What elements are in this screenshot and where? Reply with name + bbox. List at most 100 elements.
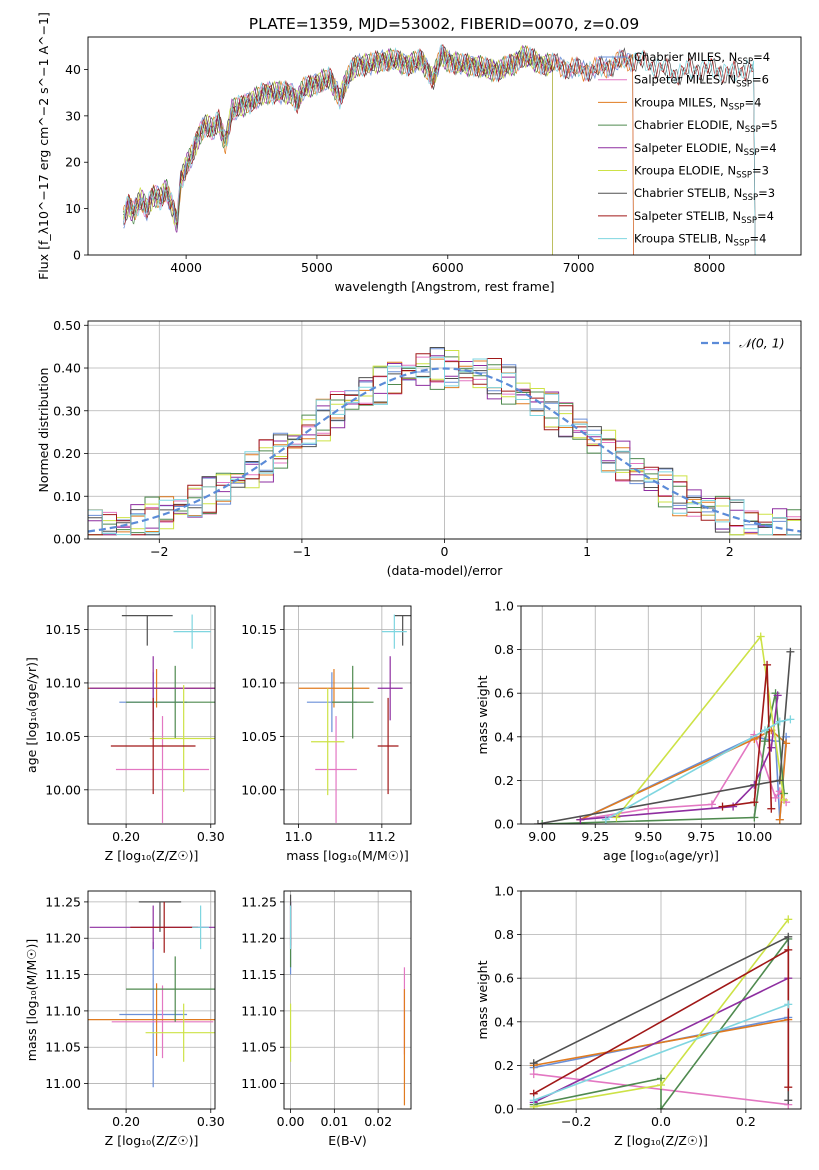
figure-title: PLATE=1359, MJD=53002, FIBERID=0070, z=0… [249, 15, 639, 33]
x-tick-label: 1 [583, 544, 591, 559]
errorbar-point [381, 614, 407, 649]
errorbar-point [377, 697, 399, 795]
weight-marker [775, 815, 784, 824]
errorbar-point [130, 901, 199, 953]
weight-marker [784, 1083, 793, 1092]
weight-marker [784, 1000, 793, 1009]
plot-area [533, 632, 795, 824]
axes: −0.2 0.0 0.2 0.0 0.2 0.4 0.6 0.8 1.0 Z [log₁₀(Z/Z… [475, 884, 802, 1148]
errorbar-point [145, 1003, 215, 1062]
grid [88, 606, 215, 824]
y-tick-label: 0.4 [494, 1014, 514, 1029]
y-tick-label: 40 [65, 62, 81, 77]
y-axis-label: age [log₁₀(age/yr)] [24, 657, 39, 773]
legend-entry: Salpeter STELIB, NSSP=4 [634, 209, 774, 226]
x-tick-label: −1 [293, 544, 311, 559]
y-axis-label: mass weight [475, 675, 490, 754]
weight-marker [533, 820, 542, 824]
weight-marker [784, 932, 793, 941]
errorbar-point [173, 614, 211, 649]
panel-mass_vs_Z: 0.20 0.30 11.00 11.05 11.10 11.15 11.20 11.25 Z … [24, 890, 225, 1148]
y-tick-label: 0.6 [494, 686, 514, 701]
y-tick-label: 11.20 [45, 931, 81, 946]
weight-marker [718, 802, 727, 811]
spectrum-line [123, 45, 634, 255]
weight-marker [771, 793, 780, 802]
errorbar-point [315, 716, 357, 823]
errorbar-point [88, 983, 215, 1056]
axes: 0.00 0.01 0.02 11.00 11.05 11.10 11.15 11.20 11.… [241, 890, 412, 1148]
weight-marker [750, 798, 759, 807]
y-tick-label: 10.00 [45, 782, 81, 797]
plot-area [122, 43, 756, 255]
errorbar-point [377, 656, 403, 721]
y-tick-label: 0.00 [53, 532, 81, 547]
y-tick-label: 0.2 [494, 773, 514, 788]
errorbar-point [394, 615, 411, 646]
x-tick-label: 11.0 [285, 829, 313, 844]
x-tick-label: 8000 [694, 260, 726, 275]
axes-frame [283, 890, 412, 1110]
errorbar-point [110, 697, 196, 795]
x-axis-label: Z [log₁₀(Z/Z☉)] [105, 848, 199, 863]
x-axis-label: wavelength [Angstrom, rest frame] [334, 279, 554, 294]
axes-frame [87, 36, 802, 256]
histogram-series [88, 356, 801, 539]
x-tick-label: 11.2 [368, 829, 396, 844]
y-tick-label: 0.50 [53, 318, 81, 333]
y-tick-label: 11.05 [45, 1040, 81, 1055]
y-tick-label: 11.15 [241, 967, 277, 982]
legend-entry: Chabrier STELIB, NSSP=3 [634, 186, 775, 203]
weight-marker [657, 1081, 665, 1090]
panel-spectrum: 4000 5000 6000 7000 8000 0 10 20 30 40 wavelength … [36, 12, 802, 294]
x-tick-label: −2 [150, 544, 168, 559]
y-tick-label: 0.6 [494, 971, 514, 986]
weight-marker [784, 1096, 793, 1105]
weight-series-line [605, 718, 791, 821]
weight-series-line [533, 938, 789, 1109]
errorbar-point [115, 716, 210, 823]
panel-mass_vs_ebv: 0.00 0.01 0.02 11.00 11.05 11.10 11.15 11.20 11.… [241, 890, 412, 1148]
weight-marker [784, 945, 793, 954]
weight-marker [729, 802, 738, 811]
weight-marker [538, 820, 547, 824]
y-tick-label: 10.15 [45, 622, 81, 637]
x-tick-label: 10.00 [736, 829, 772, 844]
axes-frame [87, 890, 216, 1110]
y-tick-label: 10.05 [45, 729, 81, 744]
y-tick-label: 10.15 [241, 622, 277, 637]
x-axis-label: age [log₁₀(age/yr)] [603, 848, 719, 863]
y-tick-label: 10.00 [241, 782, 277, 797]
errorbar-point [126, 956, 215, 1022]
legend-entry: Kroupa STELIB, NSSP=4 [634, 232, 766, 249]
weight-marker [760, 726, 769, 735]
weight-marker [767, 743, 776, 752]
y-tick-label: 10 [65, 201, 81, 216]
errorbar-point [298, 669, 370, 708]
x-tick-label: 5000 [301, 260, 333, 275]
axes: 0.20 0.30 11.00 11.05 11.10 11.15 11.20 11.25 Z … [24, 890, 225, 1148]
weight-marker [529, 1070, 538, 1079]
normal-curve [88, 367, 801, 533]
axes-frame [283, 605, 412, 825]
axes: 0.20 0.30 10.00 10.05 10.10 10.15 Z [log₁₀(Z/Z… [24, 605, 225, 863]
x-tick-label: 0.02 [364, 1114, 392, 1129]
axes-frame [520, 890, 802, 1110]
x-tick-label: 0.00 [277, 1114, 305, 1129]
grid [284, 606, 411, 824]
y-tick-label: 0.0 [494, 1102, 514, 1117]
x-tick-label: 0.30 [197, 829, 225, 844]
axes: 11.0 11.2 10.00 10.05 10.10 10.15 mass [log₁₀(… [241, 605, 412, 863]
x-tick-label: 0.20 [112, 829, 140, 844]
weight-marker [786, 647, 795, 656]
x-tick-label: 0.30 [197, 1114, 225, 1129]
y-tick-label: 0 [73, 248, 81, 263]
legend-entry: Chabrier MILES, NSSP=4 [634, 50, 770, 67]
x-tick-label: 9.50 [634, 829, 662, 844]
x-tick-label: 9.25 [581, 829, 609, 844]
x-axis-label: (data-model)/error [387, 563, 504, 578]
y-tick-label: 11.25 [241, 894, 277, 909]
y-tick-label: 0.8 [494, 927, 514, 942]
y-tick-label: 10.10 [241, 675, 277, 690]
y-axis-label: mass [log₁₀(M/M☉)] [24, 939, 39, 1061]
